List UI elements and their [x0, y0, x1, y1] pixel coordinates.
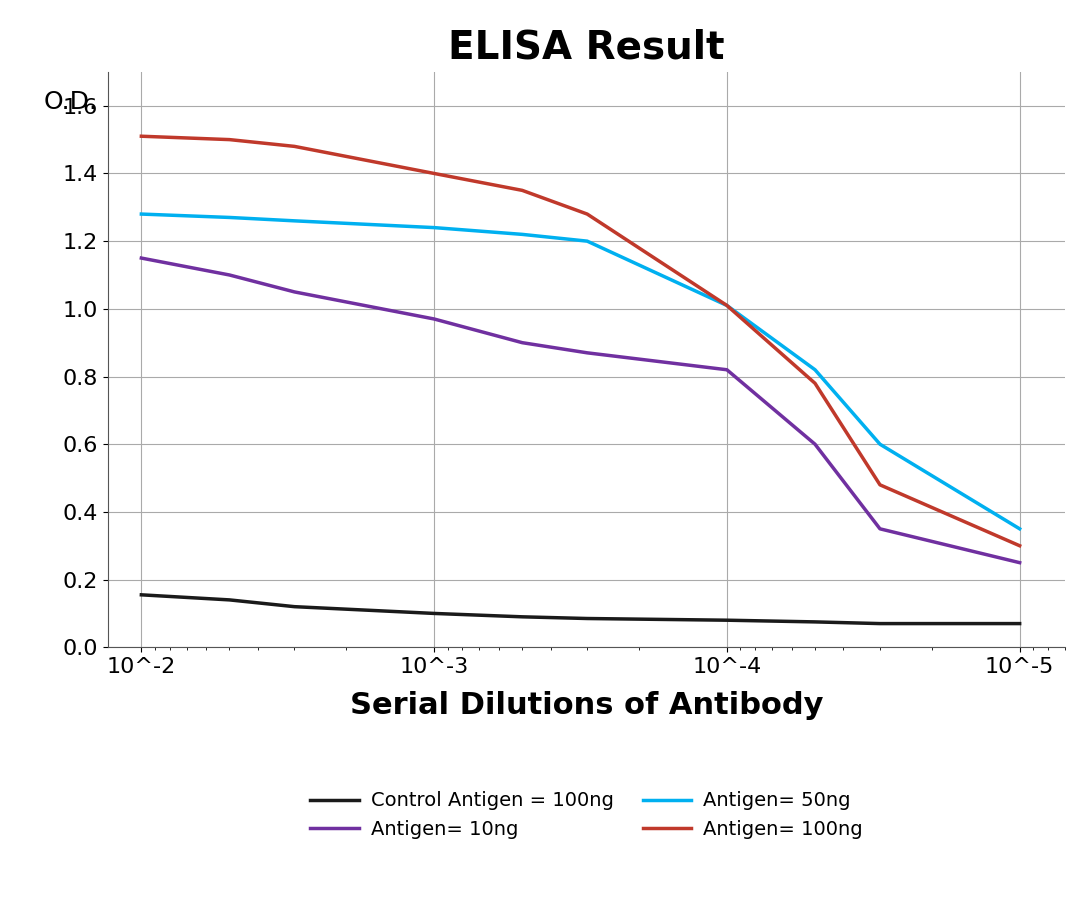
- X-axis label: Serial Dilutions of Antibody: Serial Dilutions of Antibody: [350, 691, 823, 720]
- Legend: Control Antigen = 100ng, Antigen= 10ng, Antigen= 50ng, Antigen= 100ng: Control Antigen = 100ng, Antigen= 10ng, …: [302, 784, 870, 847]
- Text: O.D.: O.D.: [43, 90, 97, 114]
- Title: ELISA Result: ELISA Result: [448, 28, 725, 66]
